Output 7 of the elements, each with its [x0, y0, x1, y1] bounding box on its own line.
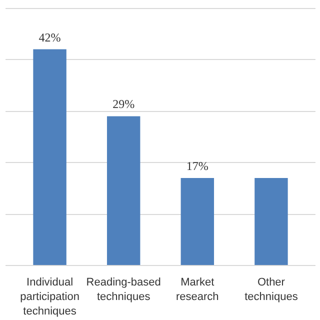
x-tick-label: Individual participation techniques: [20, 276, 80, 318]
x-tick-label: Market research: [176, 276, 219, 303]
data-label: 42%: [38, 30, 61, 44]
data-label: 29%: [112, 97, 135, 112]
data-label: 17%: [186, 158, 208, 173]
x-tick-label: Reading-based techniques: [86, 276, 161, 303]
x-tick-label: Other techniques: [244, 276, 298, 303]
